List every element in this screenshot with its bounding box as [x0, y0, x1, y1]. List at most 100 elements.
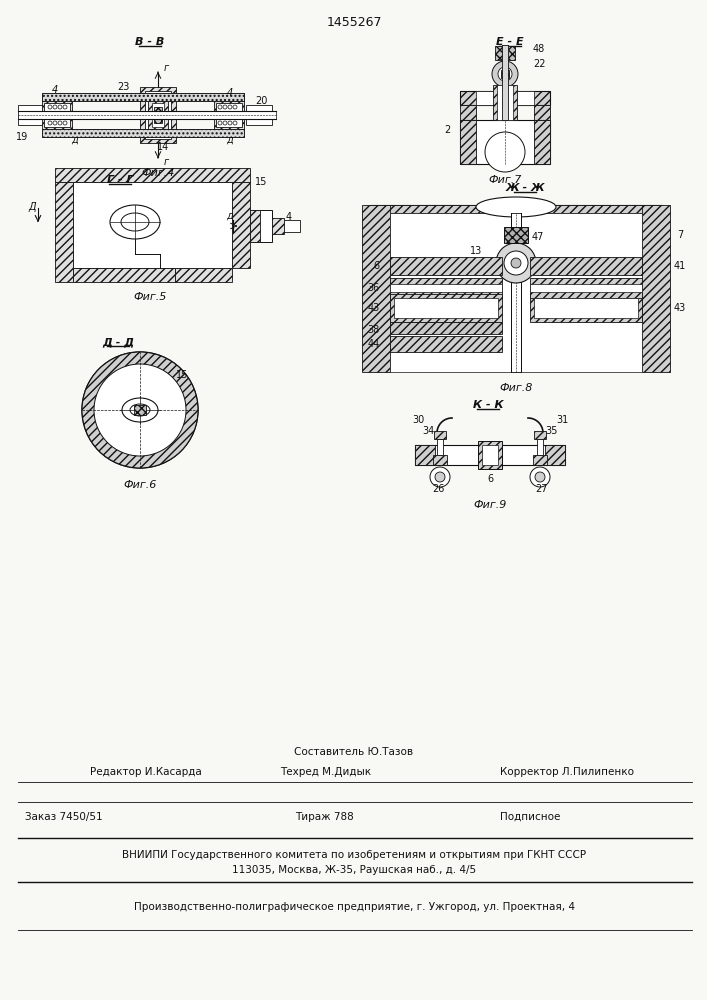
Text: 2: 2 — [444, 125, 450, 135]
Bar — [476, 91, 534, 105]
Bar — [152, 103, 164, 127]
Circle shape — [63, 121, 67, 125]
Text: 48: 48 — [533, 44, 545, 54]
Circle shape — [492, 61, 518, 87]
Circle shape — [48, 121, 52, 125]
Bar — [502, 45, 508, 120]
Text: г: г — [163, 63, 168, 73]
Ellipse shape — [121, 213, 149, 231]
Bar — [534, 298, 638, 318]
Ellipse shape — [130, 404, 150, 416]
Bar — [504, 227, 528, 243]
Text: 35: 35 — [546, 426, 559, 436]
Bar — [42, 93, 244, 101]
Circle shape — [223, 105, 227, 109]
Circle shape — [430, 467, 450, 487]
Text: 4: 4 — [227, 88, 233, 98]
Text: 22: 22 — [533, 59, 546, 69]
Circle shape — [511, 258, 521, 268]
Bar — [530, 257, 642, 275]
Bar — [42, 129, 244, 137]
Bar — [530, 278, 642, 298]
Bar — [216, 103, 242, 127]
Circle shape — [218, 121, 222, 125]
Circle shape — [58, 105, 62, 109]
Bar — [18, 111, 276, 119]
Circle shape — [82, 352, 198, 468]
Text: ВНИИПИ Государственного комитета по изобретениям и открытиям при ГКНТ СССР: ВНИИПИ Государственного комитета по изоб… — [122, 850, 586, 860]
Bar — [390, 284, 502, 292]
Circle shape — [435, 472, 445, 482]
Bar — [175, 268, 232, 282]
Text: Фиг.4: Фиг.4 — [141, 168, 175, 178]
Bar — [530, 294, 642, 322]
Text: 113035, Москва, Ж-35, Раушская наб., д. 4/5: 113035, Москва, Ж-35, Раушская наб., д. … — [232, 865, 476, 875]
Circle shape — [535, 472, 545, 482]
Text: Заказ 7450/51: Заказ 7450/51 — [25, 812, 103, 822]
Bar — [460, 105, 476, 120]
Bar — [55, 182, 73, 282]
Text: г: г — [163, 157, 168, 167]
Text: 15: 15 — [255, 177, 267, 187]
Bar — [140, 87, 176, 143]
Ellipse shape — [110, 205, 160, 239]
Bar — [18, 105, 44, 125]
Bar — [42, 101, 72, 129]
Bar — [460, 91, 550, 105]
Bar — [511, 213, 521, 372]
Text: 43: 43 — [368, 303, 380, 313]
Circle shape — [63, 105, 67, 109]
Text: 15: 15 — [176, 370, 188, 380]
Circle shape — [82, 352, 198, 468]
Text: 26: 26 — [432, 484, 444, 494]
Bar — [250, 210, 272, 242]
Text: 41: 41 — [674, 261, 686, 271]
Text: 1455267: 1455267 — [326, 15, 382, 28]
Bar — [214, 101, 244, 129]
Bar — [390, 322, 502, 334]
Circle shape — [94, 364, 186, 456]
Bar — [42, 129, 244, 137]
Circle shape — [530, 467, 550, 487]
Text: 20: 20 — [255, 96, 267, 106]
Text: 36: 36 — [368, 283, 380, 293]
Text: В - В: В - В — [135, 37, 165, 47]
Text: Д: Д — [28, 202, 36, 212]
Ellipse shape — [122, 398, 158, 422]
Text: Техред М.Дидык: Техред М.Дидык — [280, 767, 371, 777]
Circle shape — [504, 251, 528, 275]
Text: д: д — [71, 135, 78, 145]
Bar — [534, 120, 550, 164]
Text: 27: 27 — [536, 484, 548, 494]
Bar — [533, 455, 547, 465]
Text: Е - Е: Е - Е — [496, 37, 524, 47]
Text: Фиг.6: Фиг.6 — [123, 480, 157, 490]
Circle shape — [233, 121, 237, 125]
Bar — [534, 431, 546, 439]
Text: 7: 7 — [677, 230, 683, 240]
Bar — [145, 91, 171, 139]
Bar — [272, 218, 284, 234]
Bar — [390, 336, 502, 352]
Bar — [433, 455, 447, 465]
Text: 23: 23 — [117, 82, 130, 92]
Bar — [493, 85, 517, 120]
Text: 43: 43 — [674, 303, 686, 313]
Text: 19: 19 — [16, 132, 28, 142]
Text: 4: 4 — [52, 85, 58, 95]
Bar — [437, 439, 443, 455]
Text: 6: 6 — [374, 261, 380, 271]
Text: 13: 13 — [470, 246, 482, 256]
Circle shape — [48, 105, 52, 109]
Text: Тираж 788: Тираж 788 — [295, 812, 354, 822]
Text: д: д — [227, 211, 233, 221]
Circle shape — [53, 121, 57, 125]
Text: Производственно-полиграфическое предприятие, г. Ужгород, ул. Проектная, 4: Производственно-полиграфическое предприя… — [134, 902, 575, 912]
Bar — [482, 445, 498, 465]
Text: Составитель Ю.Тазов: Составитель Ю.Тазов — [294, 747, 414, 757]
Text: Фиг.5: Фиг.5 — [134, 292, 167, 302]
Circle shape — [223, 121, 227, 125]
Bar — [545, 445, 565, 465]
Circle shape — [498, 67, 512, 81]
Circle shape — [58, 121, 62, 125]
